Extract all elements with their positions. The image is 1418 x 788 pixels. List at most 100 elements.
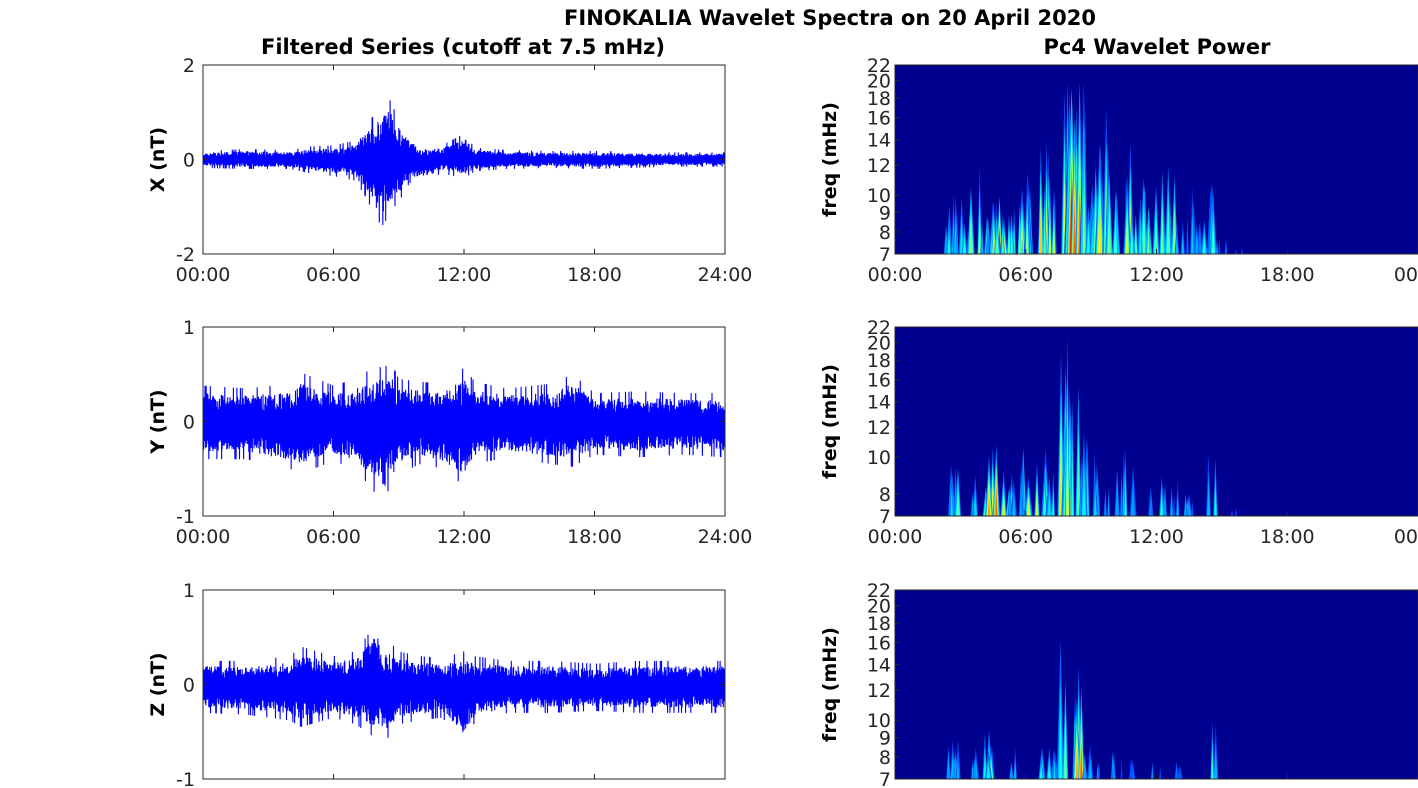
x-tick-label: 00:00	[176, 526, 231, 548]
power-streak	[1130, 230, 1134, 254]
y-tick-label: 0	[183, 412, 195, 434]
y-tick-label: -1	[176, 506, 195, 528]
power-streak	[1230, 509, 1234, 516]
power-streak	[1125, 220, 1129, 254]
x-tick-label: 24:00	[698, 526, 753, 548]
y-tick-label: 2	[183, 55, 195, 77]
power-streak	[1002, 496, 1005, 516]
power-streak	[1098, 208, 1102, 254]
y-tick-label: 10	[867, 447, 891, 469]
x-tick-label: 06:00	[998, 526, 1053, 548]
y-tick-label: 18	[867, 88, 891, 110]
x-tick-label: 18:00	[567, 526, 622, 548]
power-streak	[995, 235, 999, 254]
x-tick-label: 12:00	[437, 264, 492, 286]
y-tick-label: 0	[183, 675, 195, 697]
power-streak	[1019, 482, 1023, 516]
y-tick-label: 14	[867, 392, 891, 414]
y-tick-label: 12	[867, 680, 891, 702]
x-tick-label: 12:00	[437, 526, 492, 548]
power-background	[895, 590, 1418, 779]
left-column-title: Filtered Series (cutoff at 7.5 mHz)	[261, 35, 665, 59]
signal-trace-y	[203, 365, 725, 492]
power-streak	[1211, 220, 1215, 254]
y-tick-label: 10	[867, 185, 891, 207]
power-streak	[1039, 209, 1042, 254]
power-streak	[1175, 237, 1179, 254]
power-streak	[1026, 220, 1029, 254]
y-tick-label: 8	[879, 222, 891, 244]
power-streak	[1058, 704, 1063, 779]
power-streak	[1035, 492, 1039, 516]
power-streak	[1214, 749, 1217, 779]
y-tick-label: 16	[867, 370, 891, 392]
x-tick-label: 00:00	[176, 264, 231, 286]
y-tick-label: 9	[879, 728, 891, 750]
power-background	[895, 327, 1418, 516]
power-streak	[1014, 762, 1017, 779]
power-streak	[995, 486, 998, 516]
power-streak	[1124, 481, 1127, 516]
power-streak	[955, 221, 958, 254]
power-streak	[1001, 233, 1004, 254]
power-streak	[1043, 491, 1046, 516]
power-streak	[1151, 766, 1154, 779]
power-streak	[1139, 223, 1142, 254]
x-tick-label: 18:00	[1260, 264, 1315, 286]
power-streak	[1186, 225, 1189, 254]
y-axis-label: freq (mHz)	[819, 102, 841, 217]
power-streak	[947, 754, 950, 779]
power-streak	[1088, 760, 1092, 779]
power-streak	[1149, 493, 1153, 516]
power-streak	[1154, 217, 1158, 254]
power-bursts	[948, 334, 1238, 516]
power-streak	[1018, 227, 1021, 254]
x-tick-label: 00	[1394, 264, 1418, 286]
y-tick-label: 8	[879, 484, 891, 506]
power-streak	[1086, 228, 1090, 254]
power-streak	[1170, 494, 1173, 516]
power-streak	[1147, 228, 1150, 254]
y-tick-label: 7	[879, 506, 891, 528]
power-streak	[1107, 210, 1111, 254]
power-streak	[1083, 760, 1087, 779]
power-streak	[1234, 247, 1237, 254]
power-streak	[1160, 495, 1163, 516]
power-streak	[1224, 238, 1228, 254]
power-streak	[986, 236, 989, 254]
power-streak	[973, 762, 976, 779]
power-streak	[1008, 491, 1012, 516]
x-tick-label: 24:00	[698, 264, 753, 286]
power-streak	[973, 494, 977, 516]
power-streak	[1142, 213, 1146, 254]
y-tick-label: 22	[867, 580, 891, 602]
power-streak	[1134, 232, 1137, 254]
timeseries-panel-x: -2 0 2 00:00 06:00 12:00 18:00 24:00 X (nT)	[147, 55, 752, 286]
x-tick-label: 00:00	[868, 526, 923, 548]
power-streak	[1234, 508, 1238, 516]
power-streak	[1214, 484, 1217, 516]
power-streak	[1104, 495, 1107, 516]
y-tick-label: 14	[867, 655, 891, 677]
power-streak	[1195, 229, 1199, 254]
y-tick-label: 12	[867, 417, 891, 439]
figure-title: FINOKALIA Wavelet Spectra on 20 April 20…	[564, 6, 1096, 30]
x-tick-label: 12:00	[1129, 264, 1184, 286]
power-streak	[1173, 212, 1176, 254]
power-streak	[1064, 726, 1067, 779]
power-streak	[1186, 502, 1189, 516]
power-streak	[1175, 765, 1178, 779]
y-tick-label: 8	[879, 747, 891, 769]
y-axis-label: Z (nT)	[147, 652, 169, 716]
power-streak	[1176, 496, 1179, 516]
power-streak	[1120, 482, 1123, 516]
power-bursts	[943, 80, 1243, 254]
x-tick-label: 06:00	[306, 526, 361, 548]
power-streak	[1132, 488, 1135, 516]
power-streak	[1097, 762, 1101, 779]
power-streak	[1159, 766, 1162, 779]
power-streak	[960, 223, 963, 254]
